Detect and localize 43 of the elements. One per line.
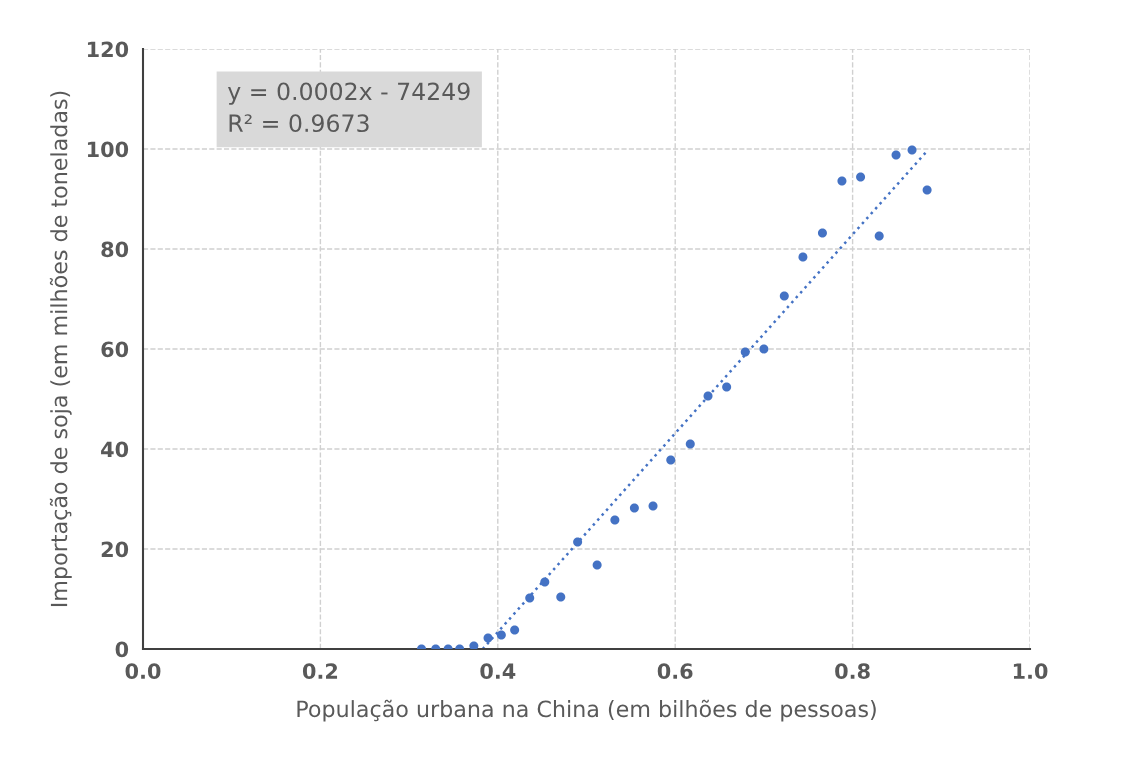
point: [907, 145, 917, 155]
point: [666, 455, 676, 465]
x-tick-label: 0.2: [302, 663, 338, 680]
point: [540, 577, 550, 587]
point: [722, 382, 732, 392]
point: [856, 172, 866, 182]
point: [629, 503, 639, 513]
x-tick-label: 0.6: [657, 663, 693, 680]
point: [648, 501, 658, 511]
y-tick-label: 100: [87, 141, 129, 158]
x-tick-label: 1.0: [1013, 663, 1048, 680]
y-tick-label: 60: [101, 341, 129, 358]
point: [685, 439, 695, 449]
y-tick-label: 0: [115, 641, 129, 658]
point: [891, 150, 901, 160]
y-tick-label: 20: [101, 541, 129, 558]
point: [817, 228, 827, 238]
point: [469, 641, 479, 649]
point: [592, 560, 602, 570]
point: [759, 344, 769, 354]
point: [525, 593, 535, 603]
point: [573, 537, 583, 547]
point: [556, 592, 566, 602]
point: [837, 176, 847, 186]
x-tick-label: 0.0: [125, 663, 161, 680]
y-tick-label: 80: [101, 241, 129, 258]
point: [610, 515, 620, 525]
x-axis-title: População urbana na China (em bilhões de pessoas): [297, 699, 876, 722]
y-axis-title: Importação de soja (em milhões de toneladas): [49, 91, 72, 607]
point: [483, 633, 493, 643]
point: [779, 291, 789, 301]
point: [798, 252, 808, 262]
annotation: y = 0.0002x - 74249 R² = 0.9673: [227, 82, 470, 133]
point: [703, 391, 713, 401]
y-tick-label: 40: [101, 441, 129, 458]
y-tick-label: 120: [87, 41, 129, 58]
point: [510, 625, 520, 635]
point: [496, 630, 506, 640]
point: [922, 185, 932, 195]
point: [740, 347, 750, 357]
x-tick-label: 0.8: [835, 663, 870, 680]
x-tick-label: 0.4: [480, 663, 516, 680]
point: [874, 231, 884, 241]
